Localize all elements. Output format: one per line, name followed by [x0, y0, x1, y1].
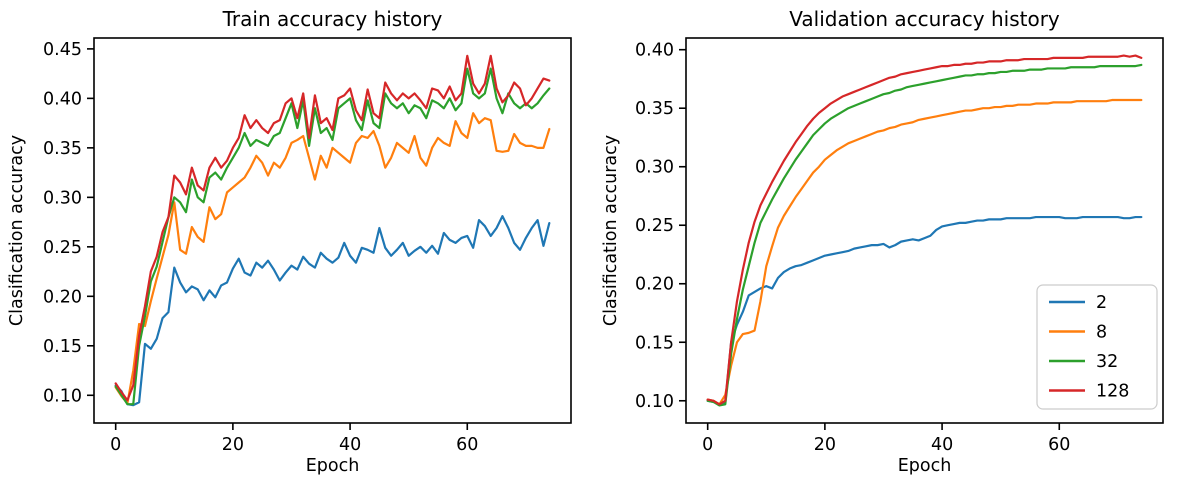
y-tick-label: 0.15 — [635, 333, 674, 353]
x-tick-label: 40 — [339, 435, 361, 455]
series-line-8 — [706, 98, 1143, 406]
y-tick-label: 0.20 — [43, 287, 82, 307]
series-line-32 — [706, 63, 1143, 407]
chart-svg: Train accuracy history Epoch Clasification… — [7, 7, 572, 476]
y-tick-label: 0.30 — [635, 158, 674, 178]
legend: 2 8 32 128 — [1036, 284, 1158, 410]
y-tick-label: 0.15 — [43, 337, 82, 357]
chart-title: Validation accuracy history — [789, 7, 1060, 31]
series-line-128 — [706, 54, 1143, 406]
y-axis-label: Clasification accuracy — [601, 135, 621, 326]
y-tick-label: 0.10 — [635, 392, 674, 412]
x-axis-label: Epoch — [306, 456, 360, 476]
legend-box — [1036, 284, 1158, 410]
axes-spines — [685, 37, 1164, 424]
series-line-8 — [114, 112, 551, 405]
y-tick-label: 0.25 — [43, 238, 82, 258]
x-tick-label: 0 — [110, 435, 121, 455]
series-line-128 — [114, 54, 551, 402]
series-line-32 — [114, 67, 551, 406]
x-tick-label: 60 — [1048, 435, 1070, 455]
train-accuracy-chart: Train accuracy history Epoch Clasification… — [0, 0, 594, 488]
series-line-2 — [114, 215, 551, 407]
x-tick-label: 0 — [702, 435, 713, 455]
series-line-2 — [706, 215, 1143, 406]
y-tick-label: 0.40 — [635, 41, 674, 61]
y-tick-label: 0.30 — [43, 188, 82, 208]
x-tick-label: 40 — [931, 435, 953, 455]
x-axis-label: Epoch — [898, 456, 952, 476]
axes-spines — [93, 37, 572, 424]
y-tick-label: 0.35 — [635, 99, 674, 119]
validation-accuracy-chart: Validation accuracy history Epoch Clasific… — [594, 0, 1189, 488]
x-tick-label: 20 — [814, 435, 836, 455]
y-axis-label: Clasification accuracy — [7, 135, 27, 326]
y-tick-label: 0.40 — [43, 89, 82, 109]
y-tick-label: 0.25 — [635, 216, 674, 236]
x-tick-label: 20 — [222, 435, 244, 455]
chart-title: Train accuracy history — [222, 7, 443, 31]
y-tick-label: 0.35 — [43, 139, 82, 159]
legend-label: 128 — [1096, 382, 1129, 402]
legend-label: 32 — [1096, 352, 1118, 372]
chart-svg: Validation accuracy history Epoch Clasific… — [601, 7, 1164, 476]
y-tick-label: 0.20 — [635, 275, 674, 295]
y-tick-label: 0.10 — [43, 386, 82, 406]
x-tick-label: 60 — [456, 435, 478, 455]
legend-label: 8 — [1096, 323, 1107, 343]
y-tick-label: 0.45 — [43, 40, 82, 60]
legend-label: 2 — [1096, 293, 1107, 313]
